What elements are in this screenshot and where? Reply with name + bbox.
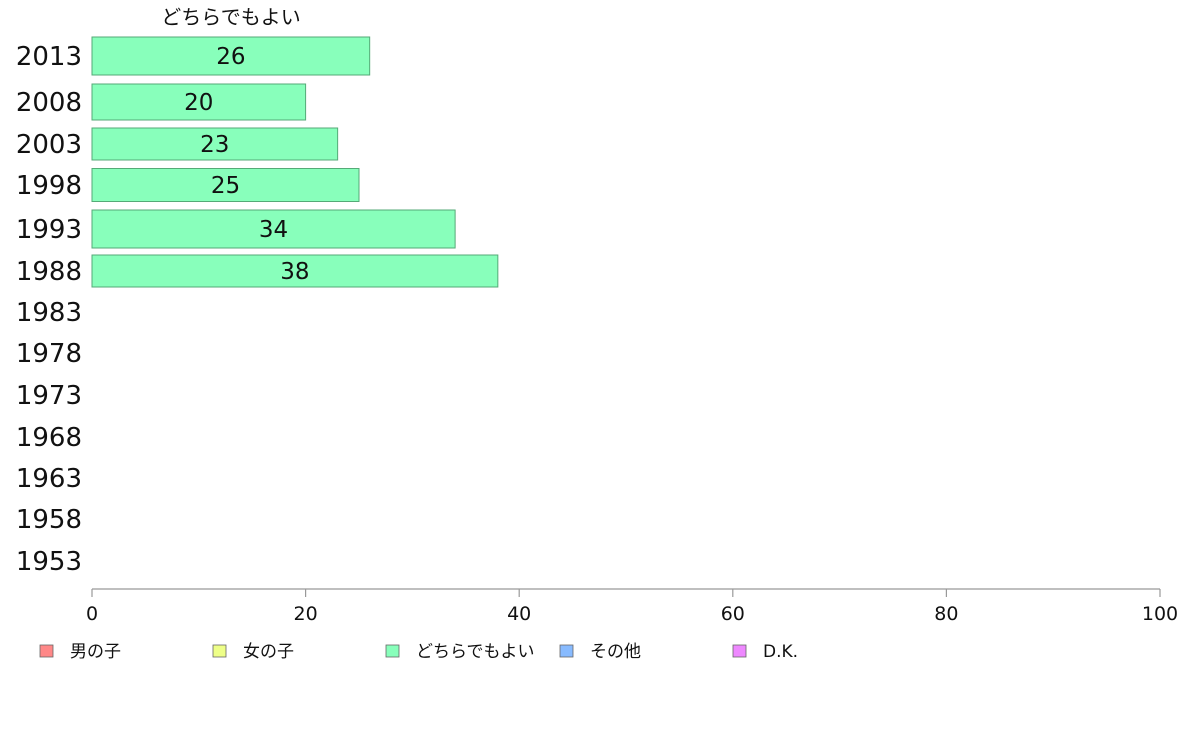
- legend-label: 女の子: [243, 642, 294, 662]
- row-2013: 2013 26: [16, 36, 371, 76]
- value-label: 34: [259, 217, 288, 243]
- year-label: 1998: [16, 171, 82, 201]
- year-label: 1988: [16, 257, 82, 287]
- legend-swatch: [732, 644, 747, 658]
- row-1973: 1973: [16, 381, 82, 411]
- x-tick-label: 20: [294, 603, 318, 625]
- legend-label: どちらでもよい: [416, 642, 535, 662]
- legend-swatch: [559, 644, 574, 658]
- year-label: 1968: [16, 423, 82, 453]
- year-label: 1993: [16, 215, 82, 245]
- legend-item: 男の子: [39, 642, 121, 662]
- row-2008: 2008 20: [16, 83, 307, 121]
- value-label: 20: [184, 90, 213, 116]
- legend-item: D.K.: [732, 642, 798, 662]
- x-axis: 0 20 40 60 80 100: [86, 588, 1178, 625]
- legend-swatch: [39, 644, 54, 658]
- legend-label: D.K.: [763, 642, 798, 662]
- row-1953: 1953: [16, 547, 82, 577]
- year-label: 1978: [16, 339, 82, 369]
- year-label: 1958: [16, 505, 82, 535]
- legend-label: その他: [590, 642, 641, 662]
- year-label: 1953: [16, 547, 82, 577]
- legend-item: その他: [559, 642, 641, 662]
- row-1958: 1958: [16, 505, 82, 535]
- x-tick-label: 60: [721, 603, 745, 625]
- row-1963: 1963: [16, 464, 82, 494]
- row-1998: 1998 25: [16, 168, 360, 202]
- value-label: 23: [200, 132, 229, 158]
- legend-item: 女の子: [212, 642, 294, 662]
- row-1968: 1968: [16, 423, 82, 453]
- bar-2008: [91, 83, 307, 121]
- year-label: 1963: [16, 464, 82, 494]
- x-tick-label: 40: [507, 603, 531, 625]
- bar-1988: [91, 254, 499, 288]
- value-label: 38: [280, 259, 309, 285]
- value-label: 25: [211, 173, 240, 199]
- year-label: 2003: [16, 130, 82, 160]
- value-label: 26: [216, 44, 245, 70]
- row-2003: 2003 23: [16, 127, 339, 161]
- year-label: 1983: [16, 298, 82, 328]
- row-1983: 1983: [16, 298, 82, 328]
- legend-swatch: [212, 644, 227, 658]
- legend: 男の子 女の子 どちらでもよい その他 D.K.: [39, 642, 798, 662]
- legend-item: どちらでもよい: [385, 642, 535, 662]
- chart-rows: 2013 26 2008 20 2003 23 1998 25 1993 34 1988 38 1983…: [16, 36, 499, 577]
- legend-label: 男の子: [70, 642, 121, 662]
- bar-2003: [91, 127, 339, 161]
- x-tick-label: 80: [934, 603, 958, 625]
- year-label: 2008: [16, 88, 82, 118]
- bar-1993: [91, 209, 456, 249]
- bar-1998: [91, 168, 360, 202]
- row-1993: 1993 34: [16, 209, 456, 249]
- series-header: どちらでもよい: [161, 5, 300, 29]
- x-tick-label: 100: [1142, 603, 1178, 625]
- year-label: 1973: [16, 381, 82, 411]
- row-1988: 1988 38: [16, 254, 499, 288]
- row-1978: 1978: [16, 339, 82, 369]
- bar-2013: [91, 36, 371, 76]
- year-label: 2013: [16, 42, 82, 72]
- legend-swatch: [385, 644, 400, 658]
- x-tick-label: 0: [86, 603, 98, 625]
